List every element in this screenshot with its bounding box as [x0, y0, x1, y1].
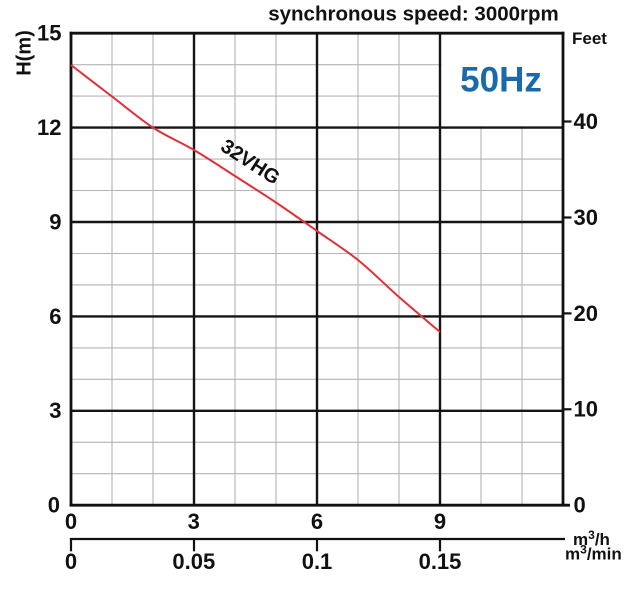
svg-text:synchronous speed: 3000rpm: synchronous speed: 3000rpm: [268, 2, 559, 25]
svg-text:0.05: 0.05: [172, 549, 215, 574]
svg-text:30: 30: [574, 205, 598, 230]
svg-text:9: 9: [49, 209, 61, 234]
svg-text:Feet: Feet: [572, 29, 607, 48]
svg-text:0: 0: [48, 492, 60, 517]
svg-text:9: 9: [434, 509, 446, 534]
svg-text:3: 3: [49, 398, 61, 423]
svg-text:12: 12: [37, 115, 61, 140]
svg-text:40: 40: [574, 109, 598, 134]
svg-text:6: 6: [49, 304, 61, 329]
svg-text:0.1: 0.1: [302, 549, 333, 574]
svg-text:m3/min: m3/min: [565, 543, 622, 564]
svg-text:15: 15: [37, 21, 61, 46]
svg-text:10: 10: [574, 397, 598, 422]
svg-text:0.15: 0.15: [419, 549, 462, 574]
svg-text:20: 20: [574, 301, 598, 326]
svg-text:H(m): H(m): [13, 30, 35, 76]
svg-text:50Hz: 50Hz: [460, 61, 542, 100]
svg-text:3: 3: [188, 509, 200, 534]
svg-text:0: 0: [65, 509, 77, 534]
svg-text:m3/h: m3/h: [573, 528, 610, 549]
svg-text:0: 0: [65, 549, 77, 574]
svg-text:6: 6: [311, 509, 323, 534]
svg-text:0: 0: [574, 492, 586, 517]
